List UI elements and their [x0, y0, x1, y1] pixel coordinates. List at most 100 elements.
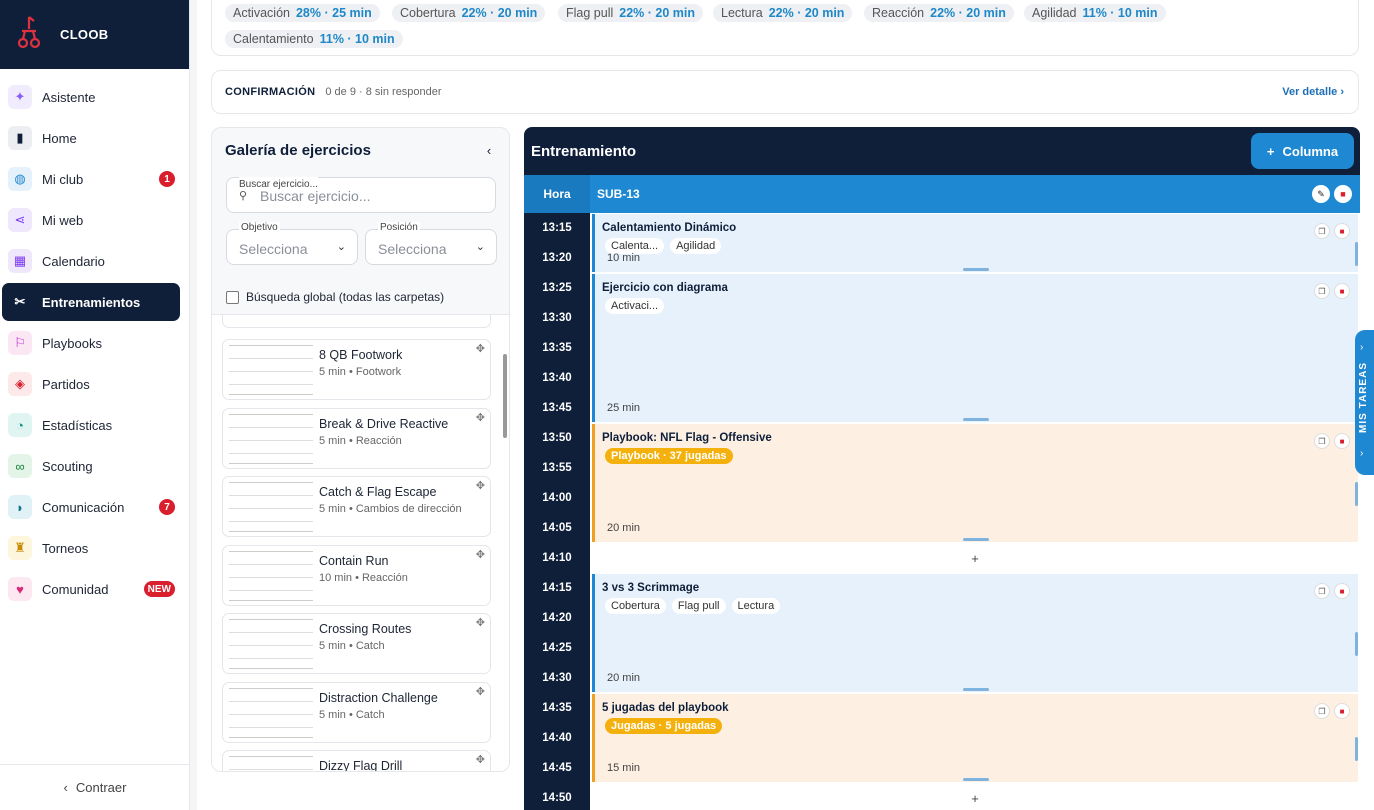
- add-block-button[interactable]: +: [590, 544, 1360, 572]
- duplicate-block-button[interactable]: ❐: [1314, 703, 1330, 719]
- sidebar-item-calendario[interactable]: ▦ Calendario: [2, 242, 180, 280]
- resize-edge[interactable]: [1355, 242, 1358, 266]
- delete-block-button[interactable]: ■: [1334, 703, 1350, 719]
- exercise-name: Contain Run: [319, 553, 389, 568]
- exercise-list: 8 QB Footwork 5 min • Footwork ✥ Break & Dr…: [212, 315, 509, 771]
- exercise-card[interactable]: Distraction Challenge 5 min • Catch ✥: [222, 681, 491, 743]
- exercise-search-input[interactable]: Buscar ejercicio... ⚲ Buscar ejercicio..…: [226, 177, 496, 213]
- exercise-card[interactable]: Dizzy Flag Drill ✥: [222, 750, 491, 771]
- sidebar: CLOOB ✦ Asistente ▮ Home ◍ Mi club 1 ⋖ Mi web ▦ Ca…: [0, 0, 190, 810]
- exercise-meta: 10 min • Reacción: [319, 571, 408, 584]
- objective-chip: Activación 28% · 25 min: [225, 4, 380, 22]
- objective-chip: Flag pull 22% · 20 min: [558, 4, 703, 22]
- exercise-card-partial[interactable]: [222, 315, 491, 328]
- drag-handle-icon[interactable]: ✥: [475, 411, 485, 424]
- training-block[interactable]: 3 vs 3 Scrimmage Cobertura Flag pull Lectur…: [592, 574, 1358, 692]
- exercise-card[interactable]: Catch & Flag Escape 5 min • Cambios de di…: [222, 476, 491, 537]
- search-label: Buscar ejercicio...: [239, 177, 318, 192]
- exercise-meta: 5 min • Catch: [319, 640, 385, 652]
- checkbox-box[interactable]: [226, 290, 239, 304]
- sidebar-item-partidos[interactable]: ◈ Partidos: [2, 365, 180, 403]
- collapse-gallery-button[interactable]: ‹: [479, 140, 499, 160]
- objective-chip: Calentamiento 11% · 10 min: [225, 30, 403, 48]
- sidebar-item-comunidad[interactable]: ♥ Comunidad NEW: [2, 570, 180, 608]
- sidebar-item-scouting[interactable]: ∞ Scouting: [2, 447, 180, 485]
- gallery-scrollbar[interactable]: [503, 354, 507, 438]
- view-detail-link[interactable]: Ver detalle ›: [1282, 86, 1344, 98]
- exercise-card[interactable]: 8 QB Footwork 5 min • Footwork ✥: [222, 339, 491, 400]
- collapse-sidebar-button[interactable]: ‹ Contraer: [0, 764, 190, 810]
- resize-handle[interactable]: [963, 538, 989, 541]
- delete-block-button[interactable]: ■: [1334, 223, 1350, 239]
- chevron-right-icon: ›: [1340, 86, 1344, 98]
- resize-handle[interactable]: [963, 418, 989, 421]
- resize-edge[interactable]: [1355, 482, 1358, 506]
- add-column-button[interactable]: + Columna: [1251, 133, 1354, 169]
- time-slot: 13:55: [542, 462, 572, 474]
- sidebar-item-mi-club[interactable]: ◍ Mi club 1: [2, 160, 180, 198]
- sidebar-item-playbooks[interactable]: ⚐ Playbooks: [2, 324, 180, 362]
- my-tasks-tab[interactable]: › MIS TAREAS ›: [1355, 330, 1374, 475]
- trophy-icon: ♜: [8, 536, 32, 560]
- resize-edge[interactable]: [1355, 632, 1358, 656]
- global-search-checkbox[interactable]: Búsqueda global (todas las carpetas): [226, 290, 444, 304]
- delete-block-button[interactable]: ■: [1334, 583, 1350, 599]
- sidebar-item-asistente[interactable]: ✦ Asistente: [2, 78, 180, 116]
- training-block[interactable]: Calentamiento Dinámico Calenta... Agilidad…: [592, 214, 1358, 272]
- training-block[interactable]: Ejercicio con diagrama Activaci... 25 min ❐…: [592, 274, 1358, 422]
- sidebar-item-home[interactable]: ▮ Home: [2, 119, 180, 157]
- duplicate-block-button[interactable]: ❐: [1314, 433, 1330, 449]
- position-select[interactable]: Posición Selecciona ⌄: [365, 222, 497, 265]
- play-icon: ⚐: [8, 331, 32, 355]
- collapse-label: Contraer: [75, 780, 127, 795]
- exercise-card[interactable]: Contain Run 10 min • Reacción ✥: [222, 544, 491, 606]
- chip-label: Cobertura: [400, 6, 456, 20]
- time-slot: 14:35: [542, 702, 572, 714]
- drag-handle-icon[interactable]: ✥: [475, 617, 485, 629]
- objective-chip: Lectura 22% · 20 min: [713, 4, 853, 22]
- objective-select[interactable]: Objetivo Selecciona ⌄: [226, 222, 358, 265]
- block-tag: Flag pull: [671, 598, 726, 614]
- add-block-button[interactable]: +: [590, 784, 1360, 810]
- sidebar-item-mi-web[interactable]: ⋖ Mi web: [2, 201, 180, 239]
- duplicate-block-button[interactable]: ❐: [1314, 283, 1330, 299]
- sidebar-item-label: Torneos: [42, 540, 89, 556]
- duplicate-block-button[interactable]: ❐: [1314, 583, 1330, 599]
- sidebar-item-torneos[interactable]: ♜ Torneos: [2, 529, 180, 567]
- training-block[interactable]: 5 jugadas del playbook Jugadas · 5 jugada…: [592, 694, 1358, 782]
- time-slot: 13:40: [542, 372, 572, 384]
- exercise-card[interactable]: Crossing Routes 5 min • Catch ✥: [222, 613, 491, 674]
- sidebar-item-estad-sticas[interactable]: ◔ Estadísticas: [2, 406, 180, 444]
- sidebar-item-comunicaci-n[interactable]: ◗ Comunicación 7: [2, 488, 180, 526]
- drag-handle-icon[interactable]: ✥: [475, 548, 485, 561]
- training-block[interactable]: Playbook: NFL Flag - Offensive Playbook ·…: [592, 424, 1358, 542]
- resize-edge[interactable]: [1355, 737, 1358, 761]
- chip-value: 11% · 10 min: [1082, 6, 1158, 20]
- drag-handle-icon[interactable]: ✥: [475, 480, 485, 492]
- block-title: Ejercicio con diagrama: [602, 282, 728, 294]
- exercise-name: Crossing Routes: [319, 622, 412, 636]
- copy-icon: ❐: [1318, 436, 1326, 446]
- drag-handle-icon[interactable]: ✥: [475, 754, 485, 766]
- view-detail-label: Ver detalle: [1282, 86, 1338, 98]
- hora-header: Hora: [524, 175, 590, 213]
- delete-block-button[interactable]: ■: [1334, 283, 1350, 299]
- exercise-card[interactable]: Break & Drive Reactive 5 min • Reacción ✥: [222, 407, 491, 469]
- block-tags: Jugadas · 5 jugadas: [605, 718, 723, 734]
- block-duration: 15 min: [607, 762, 641, 774]
- drag-handle-icon[interactable]: ✥: [475, 343, 485, 355]
- time-slot: 14:15: [542, 582, 572, 594]
- resize-handle[interactable]: [963, 688, 989, 691]
- duplicate-block-button[interactable]: ❐: [1314, 223, 1330, 239]
- time-slot: 14:30: [542, 672, 572, 684]
- edit-column-button[interactable]: ✎: [1312, 185, 1330, 203]
- resize-handle[interactable]: [963, 268, 989, 271]
- delete-column-button[interactable]: ■: [1334, 185, 1352, 203]
- delete-block-button[interactable]: ■: [1334, 433, 1350, 449]
- sidebar-item-entrenamientos[interactable]: ✂ Entrenamientos: [2, 283, 180, 321]
- sparkle-icon: ✦: [8, 85, 32, 109]
- chip-value: 22% · 20 min: [768, 6, 845, 20]
- drag-handle-icon[interactable]: ✥: [475, 685, 485, 698]
- brand-header[interactable]: CLOOB: [0, 0, 189, 69]
- resize-handle[interactable]: [963, 778, 989, 781]
